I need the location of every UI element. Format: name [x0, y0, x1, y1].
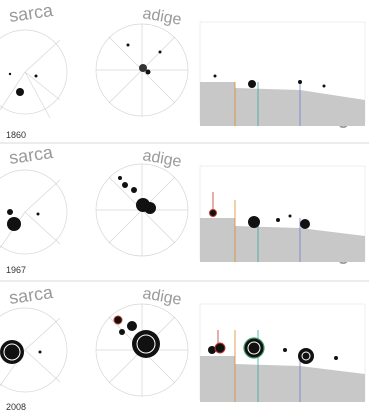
adige-label-1967: adige [141, 147, 183, 171]
adige-marker [127, 321, 137, 331]
profile-marker-1860 [248, 80, 256, 88]
profile-1967 [199, 165, 366, 262]
adige-radial-1860 [95, 23, 189, 117]
profile-dot [283, 348, 287, 352]
adige-label-1860: adige [141, 5, 183, 29]
sarca-label-2008: sarca [8, 282, 55, 308]
adige-marker [131, 187, 137, 193]
year-2008: 2008 [6, 402, 26, 412]
profile-ring [301, 351, 311, 361]
adige-marker [145, 69, 151, 75]
sarca-dot [8, 72, 12, 76]
adige-dot [118, 176, 122, 180]
profile-dot [322, 84, 326, 88]
profile-marker-2008b [298, 348, 314, 364]
sarca-radial-1860 [0, 29, 68, 119]
sarca-label-1860: sarca [8, 0, 55, 26]
profile-dot [298, 80, 302, 84]
adige-dot [119, 329, 125, 335]
adige-dot [158, 50, 162, 54]
sarca-dot [34, 74, 38, 78]
profile-dot [276, 218, 280, 222]
row-1967: sarca adige adige 1967 [0, 142, 366, 275]
year-1860: 1860 [6, 130, 26, 140]
row-2008: sarca adige adige 2008 [0, 282, 366, 412]
sarca-dot [36, 212, 40, 216]
adige-dot [126, 43, 130, 47]
adige-ring [136, 334, 156, 354]
profile-1860 [199, 21, 366, 126]
sarca-label-1967: sarca [8, 142, 55, 168]
profile-dot [288, 214, 292, 218]
sarca-ring [3, 343, 21, 361]
profile-dot [213, 74, 217, 78]
profile-dot [208, 346, 216, 354]
profile-marker-red [214, 342, 226, 354]
adige-marker [144, 202, 156, 214]
adige-label-2008: adige [141, 285, 183, 309]
profile-2008 [199, 303, 366, 402]
profile-marker-red [209, 209, 217, 217]
adige-marker [122, 182, 128, 188]
adige-cluster-1860 [139, 64, 147, 72]
sarca-marker-1967 [7, 217, 21, 231]
profile-marker-1967 [248, 216, 260, 228]
sarca-marker-1860 [16, 88, 24, 96]
row-1860: sarca adige adige 1860 [0, 0, 366, 140]
sarca-dot [7, 209, 13, 215]
profile-marker-2008 [243, 337, 265, 359]
profile-ring [247, 341, 261, 355]
adige-marker-red [113, 315, 123, 325]
profile-dot [334, 356, 338, 360]
adige-cluster-2008 [132, 330, 160, 358]
year-1967: 1967 [6, 265, 26, 275]
profile-marker-1967b [300, 219, 310, 229]
sarca-dot [38, 350, 42, 354]
